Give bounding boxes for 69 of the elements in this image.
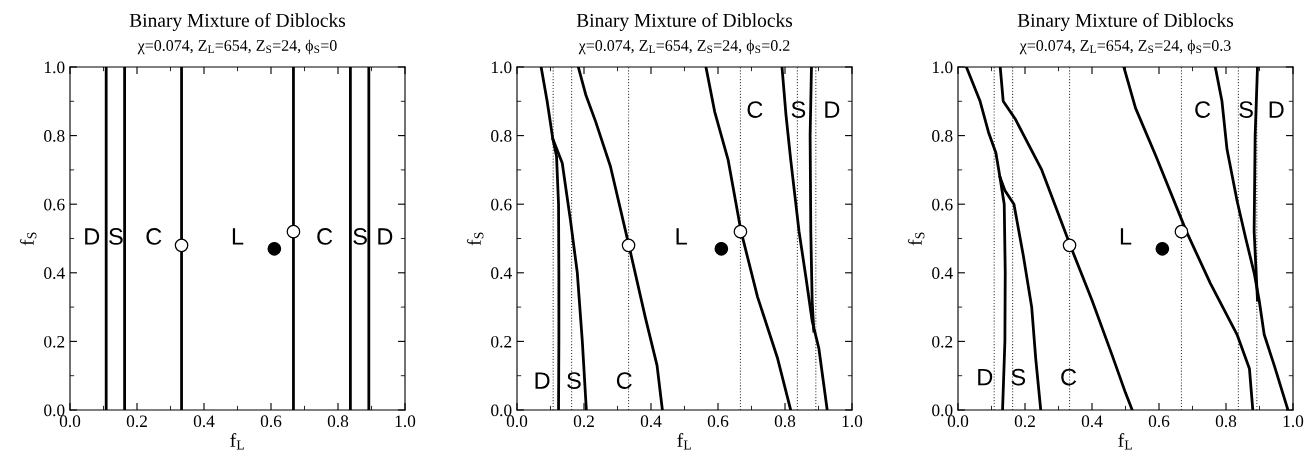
x-tick-label: 1.0 — [395, 415, 416, 428]
annotation: L — [676, 228, 687, 245]
annotation: D — [978, 368, 993, 386]
x-tick-label: 0.4 — [1081, 415, 1103, 428]
x-tick-label: 0.2 — [126, 415, 147, 428]
annotation: C — [317, 228, 333, 245]
y-axis-title: f$_{S}$ — [466, 232, 484, 246]
chart-title: Binary Mixture of Diblocks — [1017, 13, 1234, 31]
chart-subtitle: χ=0.074, Z$_{L}$=654, Z$_{S}$=24, ϕ$_{S}$=0.3 — [1019, 39, 1231, 55]
annotation: D — [378, 228, 393, 245]
y-tick-label: 0.2 — [44, 335, 65, 348]
x-tick-label: 1.0 — [842, 415, 863, 428]
annotation: L — [232, 228, 244, 245]
annotation: S — [567, 372, 581, 389]
annotation: S — [791, 101, 806, 118]
y-tick-label: 0.4 — [44, 267, 65, 280]
y-tick-label: 0.8 — [491, 130, 512, 142]
annotation: S — [353, 228, 367, 245]
x-axis-title: f$_{L}$ — [677, 433, 691, 450]
y-tick-label: 1.0 — [44, 61, 65, 74]
annotation: C — [616, 372, 632, 389]
chart-subtitle: χ=0.074, Z$_{L}$=654, Z$_{S}$=24, ϕ$_{S}$=0 — [137, 39, 337, 55]
x-tick-label: 0.4 — [193, 415, 215, 428]
y-tick-label: 0.0 — [44, 404, 65, 417]
chart-title: Binary Mixture of Diblocks — [129, 13, 346, 31]
y-tick-label: 0.0 — [932, 404, 953, 417]
y-tick-label: 0.8 — [44, 130, 65, 142]
annotation: C — [146, 228, 162, 245]
annotation: D — [535, 372, 550, 389]
y-axis-title: f$_{S}$ — [19, 232, 37, 246]
y-tick-label: 0.4 — [932, 267, 953, 280]
y-tick-label: 0.6 — [44, 198, 65, 211]
x-tick-label: 0.2 — [1014, 415, 1035, 428]
x-axis-title: f$_{L}$ — [1118, 433, 1132, 450]
x-tick-label: 0.0 — [947, 415, 969, 428]
annotation: S — [1239, 101, 1253, 118]
annotation: C — [1195, 101, 1211, 118]
y-tick-label: 0.6 — [491, 198, 512, 211]
x-tick-label: 0.6 — [1148, 415, 1170, 428]
annotation: D — [825, 101, 840, 118]
annotation: D — [85, 228, 100, 245]
x-tick-label: 0.0 — [506, 415, 528, 428]
x-tick-label: 0.2 — [573, 415, 594, 428]
x-tick-label: 1.0 — [1283, 415, 1304, 428]
y-axis-title: f$_{S}$ — [907, 232, 925, 246]
annotation: L — [1120, 228, 1132, 245]
x-tick-label: 0.4 — [640, 415, 662, 428]
chart-title: Binary Mixture of Diblocks — [576, 13, 793, 31]
x-tick-label: 0.0 — [59, 415, 81, 428]
x-tick-label: 0.6 — [707, 415, 729, 428]
y-tick-label: 0.0 — [491, 404, 512, 417]
y-tick-label: 0.6 — [932, 198, 953, 211]
x-tick-label: 0.8 — [327, 415, 349, 428]
y-tick-label: 0.2 — [932, 335, 953, 348]
y-tick-label: 1.0 — [491, 61, 512, 74]
x-axis-title: f$_{L}$ — [230, 433, 244, 450]
x-tick-label: 0.8 — [774, 415, 796, 428]
annotation: C — [747, 101, 763, 118]
annotation: D — [1269, 101, 1284, 118]
x-tick-label: 0.8 — [1215, 415, 1237, 428]
annotation: S — [109, 228, 123, 245]
y-tick-label: 1.0 — [932, 61, 953, 74]
annotation: C — [1061, 368, 1077, 386]
annotation: S — [1011, 368, 1026, 386]
chart-subtitle: χ=0.074, Z$_{L}$=654, Z$_{S}$=24, ϕ$_{S}$=0.2 — [578, 39, 790, 55]
y-tick-label: 0.2 — [491, 335, 512, 348]
y-tick-label: 0.4 — [491, 267, 512, 280]
x-tick-label: 0.6 — [260, 415, 282, 428]
y-tick-label: 0.8 — [932, 130, 953, 142]
